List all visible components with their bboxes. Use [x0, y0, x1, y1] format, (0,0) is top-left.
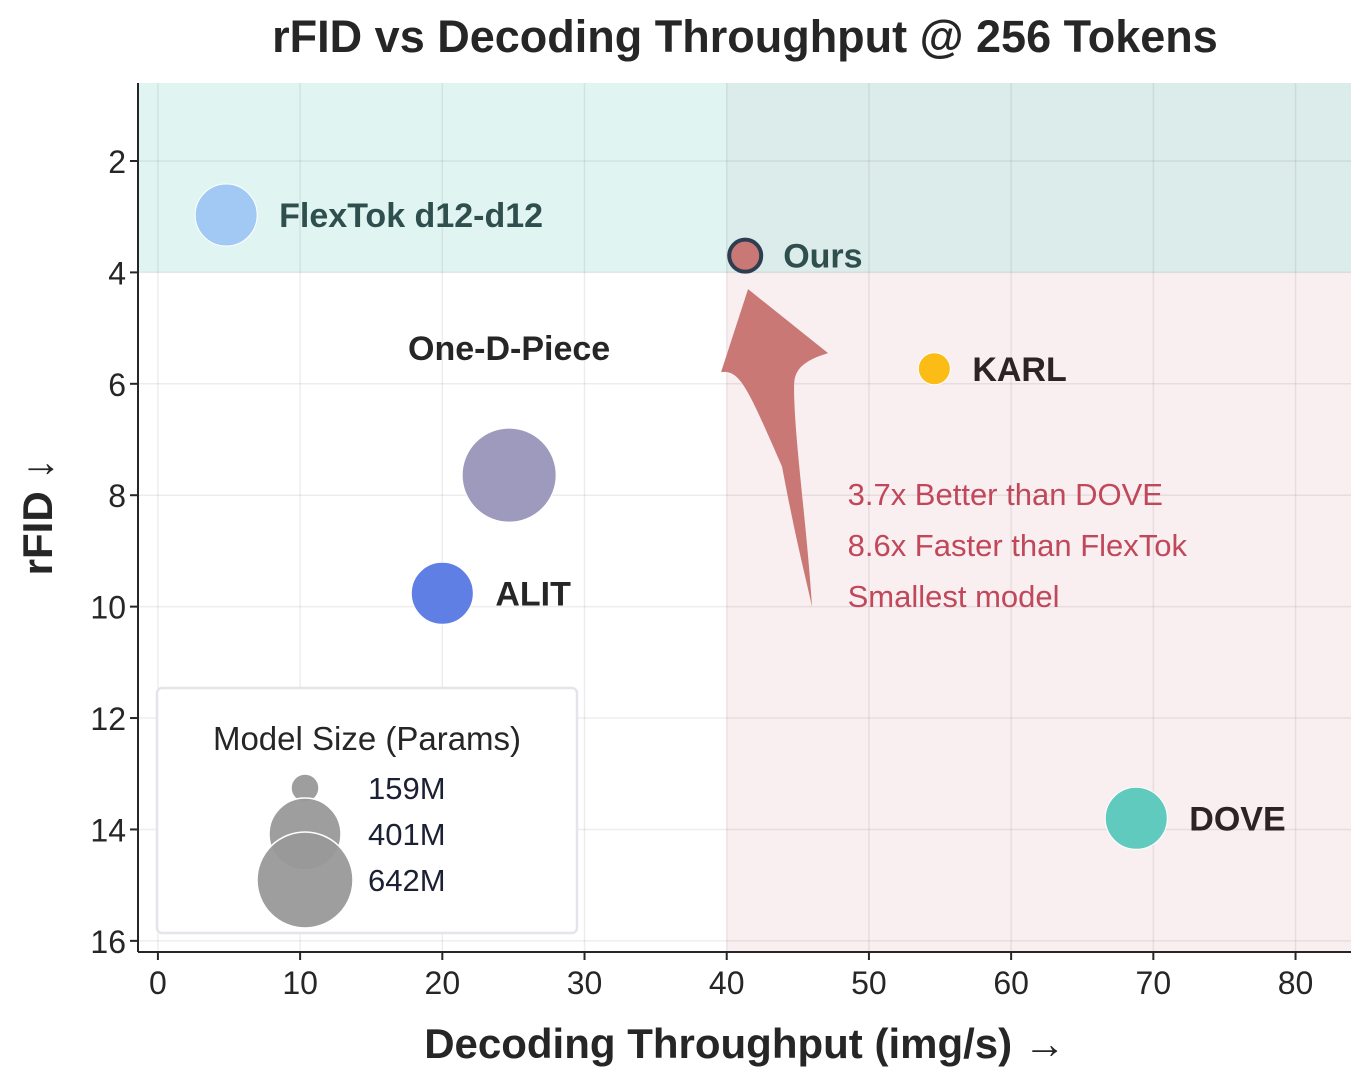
point-ours: [727, 237, 764, 274]
annotation-line: 8.6x Faster than FlexTok: [848, 528, 1188, 563]
chart-title: rFID vs Decoding Throughput @ 256 Tokens: [272, 11, 1218, 62]
x-tick-label: 10: [282, 965, 318, 1001]
legend-label: 642M: [368, 863, 446, 898]
y-tick-label: 6: [108, 367, 126, 403]
y-tick-label: 4: [108, 255, 126, 291]
y-axis-label: rFID ↓: [14, 459, 61, 576]
point-alit: [410, 561, 474, 625]
annotation-text: 3.7x Better than DOVE 8.6x Faster than Fl…: [848, 477, 1188, 614]
x-axis-label: Decoding Throughput (img/s) →: [424, 1020, 1066, 1067]
y-tick-label: 2: [108, 144, 126, 180]
overlap-band: [726, 83, 1351, 273]
point-label: FlexTok d12-d12: [279, 197, 543, 235]
background-regions: [138, 83, 1351, 952]
x-tick-label: 60: [993, 965, 1029, 1001]
point-karl: [917, 352, 951, 386]
data-points: FlexTok d12-d12 Ours KARL One-D-Piece ALIT DO…: [194, 183, 1286, 850]
x-tick-label: 70: [1136, 965, 1172, 1001]
y-tick-label: 8: [108, 478, 126, 514]
x-tick-label: 50: [851, 965, 887, 1001]
point-label: DOVE: [1189, 800, 1285, 838]
point-label: One-D-Piece: [408, 330, 610, 368]
x-tick-label: 40: [709, 965, 745, 1001]
annotation-arrow: [721, 289, 829, 607]
size-legend: Model Size (Params) 159M 401M 642M: [155, 686, 579, 935]
annotation-line: Smallest model: [848, 579, 1060, 614]
y-tick-label: 12: [90, 701, 126, 737]
point-label: KARL: [972, 351, 1066, 389]
y-tick-label: 16: [90, 924, 126, 960]
x-tick-label: 80: [1278, 965, 1314, 1001]
x-tick-label: 0: [149, 965, 167, 1001]
point-label: ALIT: [495, 575, 571, 613]
axes: [137, 83, 1351, 953]
grid-lines: [138, 83, 1351, 952]
point-one-d-piece: [461, 427, 557, 523]
legend-title: Model Size (Params): [213, 720, 521, 757]
x-axis-ticks: 0 10 20 30 40 50 60 70 80: [149, 952, 1313, 1001]
legend-marker: [256, 831, 354, 929]
x-tick-label: 30: [567, 965, 603, 1001]
point-label: Ours: [783, 238, 862, 276]
point-flextok-d12-d12: [194, 183, 258, 247]
annotation-arrow-layer: [721, 289, 829, 607]
legend-label: 159M: [368, 771, 446, 806]
x-tick-label: 20: [425, 965, 461, 1001]
point-dove: [1104, 786, 1168, 850]
y-axis-ticks: 2 4 6 8 10 12 14 16: [90, 144, 138, 960]
fast-throughput-band: [726, 272, 1351, 952]
annotation-line: 3.7x Better than DOVE: [848, 477, 1163, 512]
y-tick-label: 14: [90, 812, 126, 848]
y-tick-label: 10: [90, 590, 126, 626]
legend-label: 401M: [368, 817, 446, 852]
